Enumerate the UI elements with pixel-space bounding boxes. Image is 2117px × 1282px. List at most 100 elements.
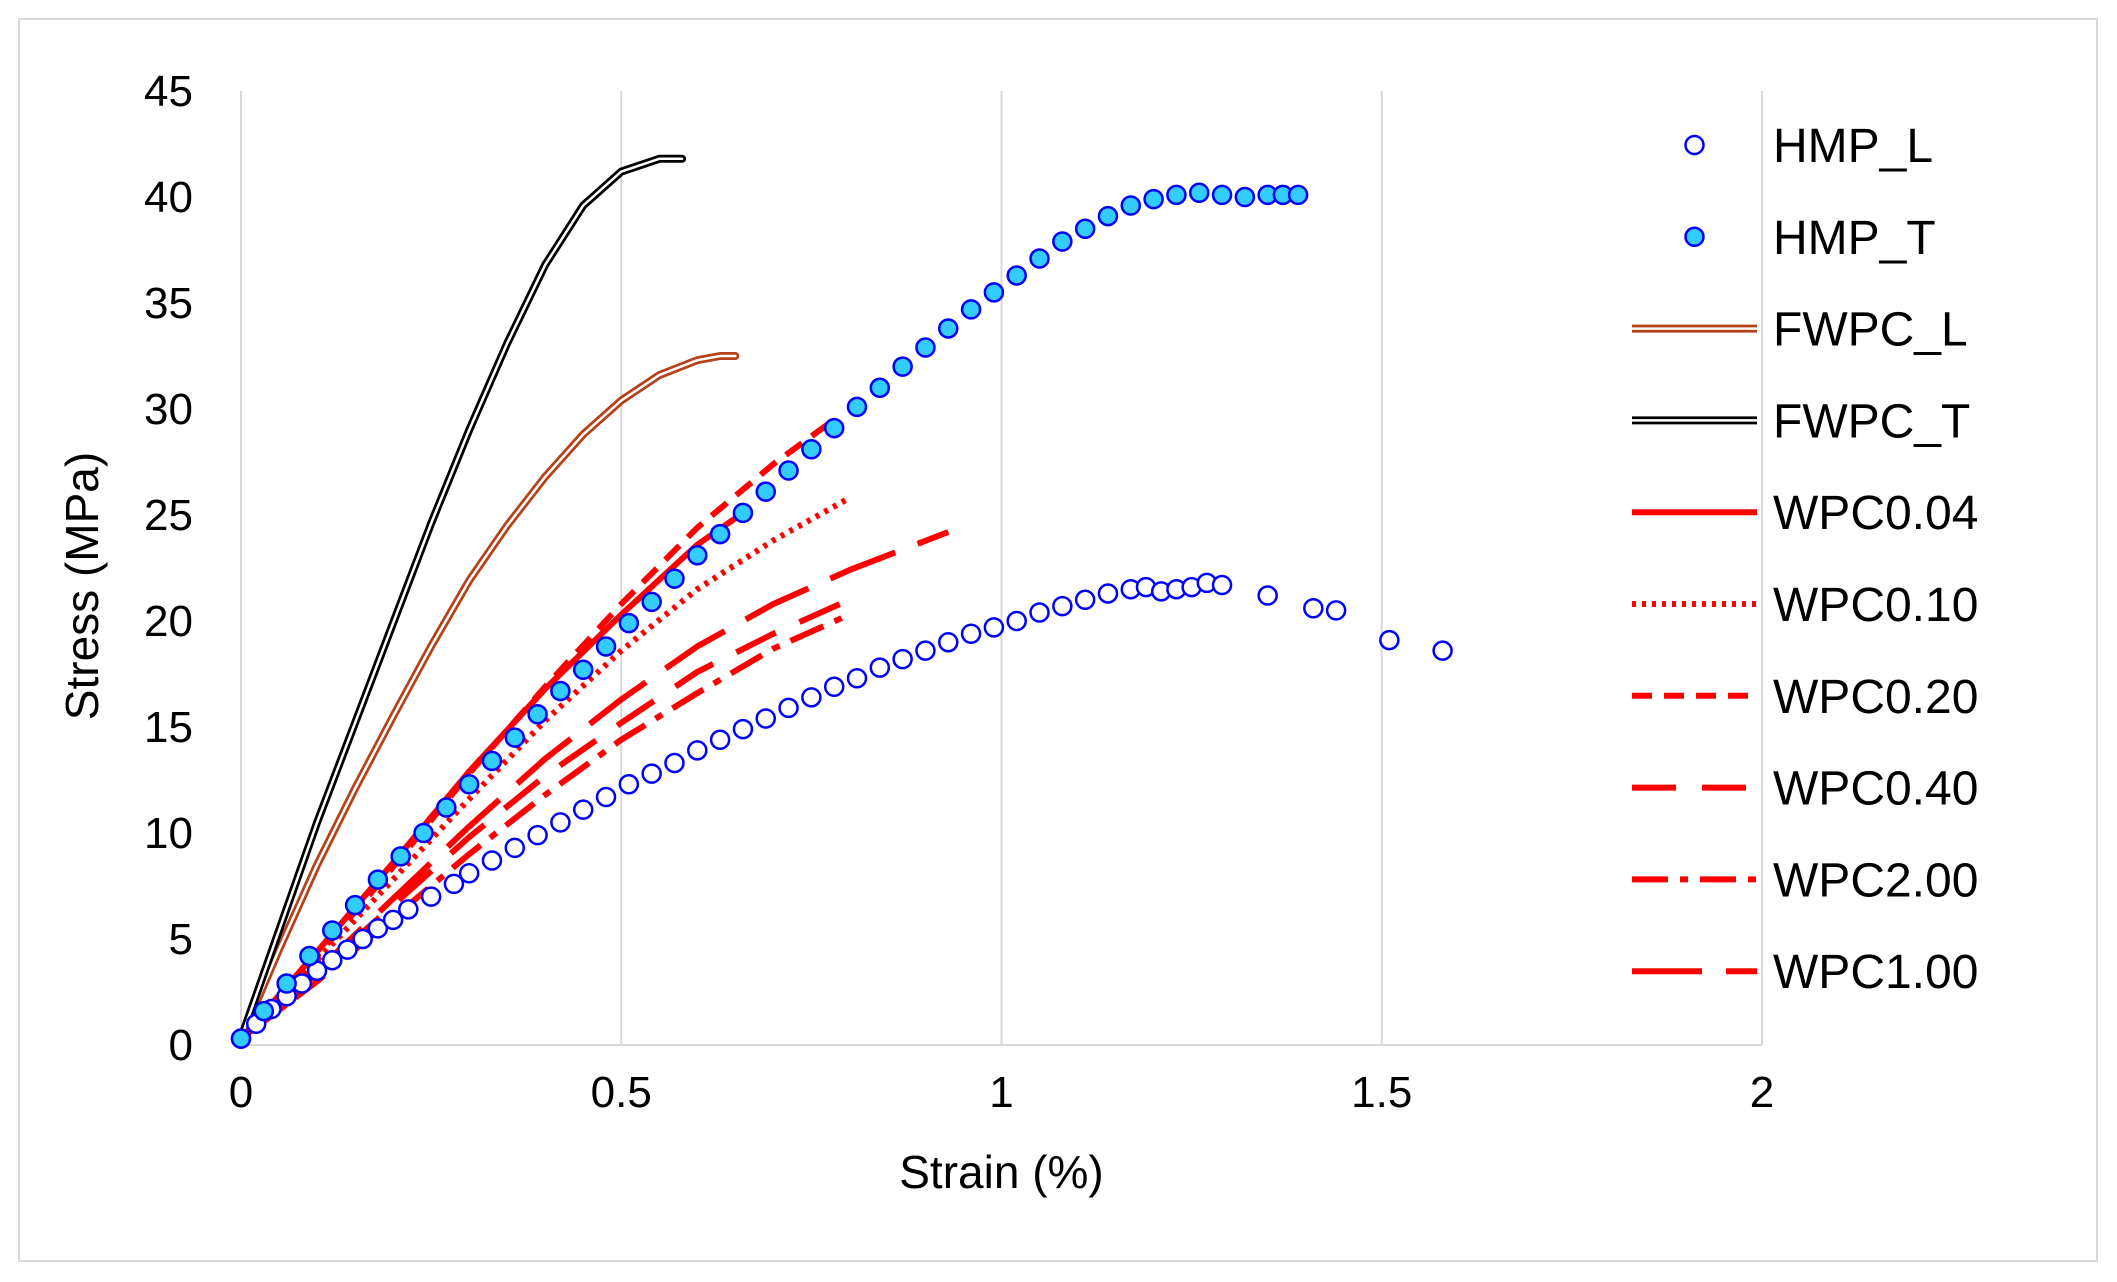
data-point-hmp-t: [413, 822, 434, 844]
legend: HMP_L HMP_T FWPC_L FWPC_T WPC0.04 WPC0.10 WPC0…: [1632, 120, 1978, 999]
data-point-hmp-t: [1287, 184, 1309, 206]
data-point-hmp-l: [458, 863, 480, 884]
series-wpc2-00: [239, 611, 851, 1041]
data-point-hmp-l: [732, 718, 754, 740]
data-point-hmp-t: [481, 750, 503, 772]
legend-label-fwpc-t: FWPC_T: [1773, 395, 1970, 448]
data-point-hmp-l: [504, 837, 526, 859]
data-point-hmp-l: [983, 617, 1005, 638]
legend-label-fwpc-l: FWPC_L: [1773, 304, 1968, 357]
legend-label-wpc1-00: WPC1.00: [1773, 946, 1978, 999]
y-tick-label: 10: [144, 809, 193, 858]
data-point-hmp-t: [664, 568, 685, 589]
legend-item-fwpc-t: FWPC_T: [1632, 395, 1970, 448]
data-point-hmp-l: [1432, 640, 1453, 661]
data-point-hmp-l: [778, 697, 799, 719]
data-point-hmp-l: [1029, 602, 1050, 623]
data-point-hmp-t: [915, 337, 936, 358]
data-point-hmp-l: [1257, 585, 1278, 606]
data-point-hmp-l: [382, 909, 404, 931]
y-tick-label: 35: [144, 279, 193, 328]
series-hmp-l: [230, 572, 1453, 1049]
data-point-hmp-l: [664, 752, 685, 774]
data-point-hmp-l: [527, 824, 548, 846]
data-point-hmp-t: [527, 704, 548, 725]
data-point-hmp-t: [595, 636, 617, 657]
data-point-hmp-l: [618, 773, 640, 795]
data-point-hmp-l: [481, 850, 503, 871]
x-axis-label: Strain (%): [899, 1146, 1103, 1198]
legend-item-wpc0-10: WPC0.10: [1632, 579, 1978, 632]
data-point-hmp-l: [337, 939, 358, 960]
series-fwpc-l: [237, 352, 740, 1043]
data-point-hmp-t: [1143, 188, 1164, 210]
data-point-hmp-t: [1188, 182, 1210, 204]
legend-item-wpc0-04: WPC0.04: [1632, 487, 1978, 540]
y-tick-label: 20: [144, 597, 193, 646]
data-point-hmp-t: [276, 973, 297, 994]
data-point-hmp-l: [398, 899, 419, 920]
legend-item-wpc0-40: WPC0.40: [1632, 763, 1978, 816]
data-point-hmp-t: [687, 545, 708, 566]
legend-item-hmp-l: HMP_L: [1684, 120, 1933, 173]
x-tick-label: 2: [1750, 1068, 1774, 1117]
series-line-inner-fwpc-t: [239, 157, 684, 1040]
y-axis-label: Stress (MPa): [56, 452, 108, 720]
series-layer: [230, 154, 1453, 1049]
data-point-hmp-l: [1097, 583, 1119, 604]
series-wpc0-40: [239, 597, 851, 1041]
legend-item-wpc2-00: WPC2.00: [1632, 854, 1978, 907]
series-wpc1-00: [239, 529, 950, 1041]
data-point-hmp-t: [299, 945, 320, 967]
data-point-hmp-l: [755, 708, 776, 729]
data-point-hmp-t: [1211, 184, 1233, 206]
data-point-hmp-t: [801, 439, 822, 460]
data-point-hmp-t: [367, 869, 389, 890]
data-point-hmp-t: [230, 1028, 252, 1049]
data-point-hmp-t: [458, 773, 480, 795]
legend-item-wpc0-20: WPC0.20: [1632, 671, 1978, 724]
data-point-hmp-t: [938, 318, 959, 339]
data-point-hmp-t: [778, 460, 799, 481]
y-tick-label: 0: [169, 1021, 193, 1070]
y-tick-label: 45: [144, 67, 193, 116]
data-point-hmp-t: [983, 282, 1005, 303]
data-point-hmp-t: [1006, 265, 1027, 286]
data-point-hmp-t: [504, 727, 526, 748]
data-point-hmp-l: [938, 631, 959, 653]
data-point-hmp-t: [869, 377, 891, 399]
data-point-hmp-l: [352, 928, 373, 950]
data-point-hmp-t: [823, 417, 845, 439]
data-point-hmp-l: [1303, 598, 1324, 619]
legend-label-wpc0-40: WPC0.40: [1773, 763, 1978, 816]
data-point-hmp-t: [641, 591, 662, 613]
legend-label-wpc2-00: WPC2.00: [1773, 854, 1978, 907]
y-tick-label: 30: [144, 385, 193, 434]
data-point-hmp-l: [892, 648, 913, 670]
data-point-hmp-t: [960, 299, 982, 320]
axes: [240, 91, 1762, 1046]
series-hmp-t: [230, 182, 1309, 1049]
series-line-fwpc-l: [237, 352, 740, 1043]
data-point-hmp-t: [253, 1000, 275, 1022]
chart-frame: [18, 18, 2098, 1262]
data-point-hmp-l: [869, 657, 891, 678]
data-point-hmp-t: [732, 502, 754, 524]
data-point-hmp-l: [709, 729, 731, 750]
data-point-hmp-t: [846, 396, 868, 418]
data-point-hmp-t: [709, 523, 731, 545]
data-point-hmp-l: [550, 812, 571, 833]
data-point-hmp-t: [572, 659, 594, 681]
series-line-wpc2-00: [239, 611, 851, 1041]
x-tick-label: 0: [229, 1068, 253, 1117]
legend-item-wpc1-00: WPC1.00: [1632, 946, 1978, 999]
data-point-hmp-l: [1052, 595, 1073, 617]
legend-label-wpc0-10: WPC0.10: [1773, 579, 1978, 632]
data-point-hmp-l: [801, 687, 822, 708]
data-point-hmp-l: [572, 799, 594, 820]
data-point-hmp-t: [550, 680, 571, 702]
data-point-hmp-t: [322, 920, 343, 941]
data-point-hmp-t: [1097, 205, 1119, 227]
